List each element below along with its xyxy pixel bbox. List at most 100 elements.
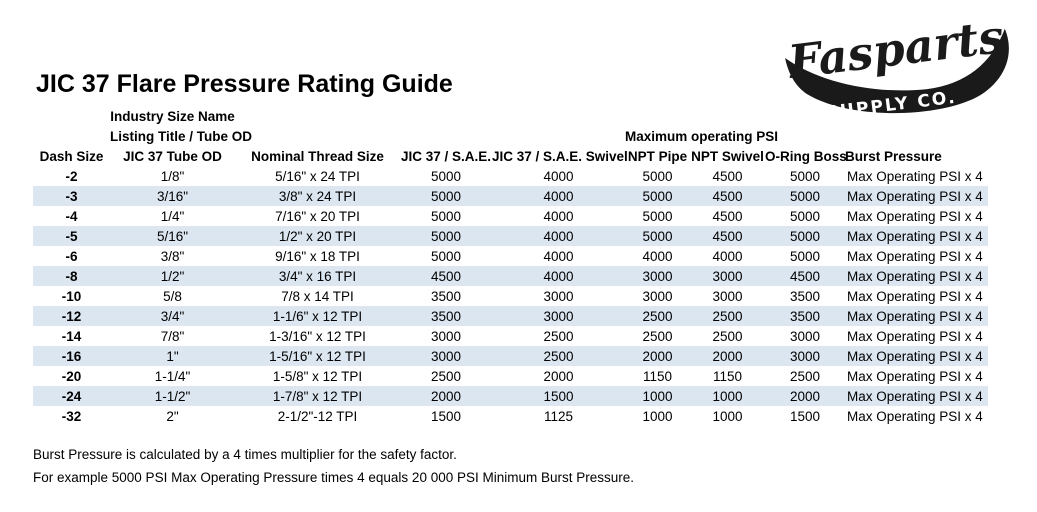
table-row: -4 1/4" 7/16" x 20 TPI 5000 4000 5000 4500 5000… [33,206,988,226]
cell-npt-swivel: 2500 [712,308,743,324]
cell-jic-sae-swivel: 4000 [543,228,574,244]
footnote: Burst Pressure is calculated by a 4 time… [33,443,634,489]
header-spacer [33,126,110,146]
cell-dash-size: -16 [61,348,82,364]
cell-burst-pressure: Max Operating PSI x 4 [847,348,983,364]
cell-oring-boss: 2500 [789,368,821,384]
cell-npt-pipe: 2000 [642,348,673,364]
header-spacer [765,126,988,146]
cell-oring-boss: 3000 [789,328,821,344]
cell-burst-pressure: Max Operating PSI x 4 [847,308,983,324]
column-header-oring-boss: O-Ring Boss [765,148,847,164]
column-header-thread-size: Nominal Thread Size [251,148,384,164]
cell-jic-sae: 3500 [430,308,462,324]
cell-thread-size: 2-1/2"-12 TPI [277,408,358,424]
header-row-groups: Listing Title / Tube OD Maximum operatin… [33,126,988,146]
logo-swoosh-shape [785,28,1009,114]
header-listing-title: Listing Title / Tube OD [110,128,253,144]
cell-jic-sae-swivel: 4000 [543,168,574,184]
header-spacer [235,106,988,126]
cell-thread-size: 1/2" x 20 TPI [278,228,357,244]
table-row: -10 5/8 7/8 x 14 TPI 3500 3000 3000 3000 3500 Ma… [33,286,988,306]
cell-npt-pipe: 2500 [642,328,673,344]
cell-jic-sae: 5000 [430,208,462,224]
cell-npt-pipe: 1150 [642,368,673,384]
cell-burst-pressure: Max Operating PSI x 4 [847,248,983,264]
cell-dash-size: -24 [61,388,82,404]
cell-dash-size: -6 [65,248,78,264]
cell-jic-sae-swivel: 2000 [543,368,574,384]
cell-burst-pressure: Max Operating PSI x 4 [847,168,983,184]
cell-npt-swivel: 1000 [712,408,743,424]
cell-burst-pressure: Max Operating PSI x 4 [847,388,983,404]
pressure-rating-table: Industry Size Name Listing Title / Tube … [33,106,988,426]
cell-dash-size: -12 [61,308,82,324]
column-header-npt-pipe: NPT Pipe [627,148,688,164]
cell-oring-boss: 4500 [789,268,821,284]
cell-npt-pipe: 5000 [642,208,673,224]
cell-burst-pressure: Max Operating PSI x 4 [847,268,983,284]
cell-jic-sae: 2000 [430,388,462,404]
cell-tube-od: 3/8" [160,248,185,264]
cell-dash-size: -3 [65,188,78,204]
cell-jic-sae-swivel: 2500 [543,328,574,344]
cell-oring-boss: 5000 [789,208,821,224]
cell-jic-sae-swivel: 1500 [543,388,574,404]
cell-npt-pipe: 5000 [642,168,673,184]
cell-dash-size: -20 [61,368,82,384]
cell-npt-swivel: 4500 [712,188,743,204]
table-body: -2 1/8" 5/16" x 24 TPI 5000 4000 5000 4500 5000… [33,166,988,426]
cell-thread-size: 1-7/8" x 12 TPI [272,388,363,404]
cell-jic-sae: 4500 [430,268,462,284]
header-spacer [33,106,110,126]
cell-oring-boss: 5000 [789,228,821,244]
cell-oring-boss: 5000 [789,188,821,204]
cell-dash-size: -8 [65,268,78,284]
cell-npt-swivel: 2000 [712,348,743,364]
table-row: -5 5/16" 1/2" x 20 TPI 5000 4000 5000 4500 5000… [33,226,988,246]
cell-dash-size: -2 [65,168,78,184]
cell-burst-pressure: Max Operating PSI x 4 [847,328,983,344]
cell-jic-sae: 2500 [430,368,462,384]
cell-dash-size: -14 [61,328,82,344]
cell-tube-od: 1" [166,348,179,364]
cell-npt-swivel: 4000 [712,248,743,264]
cell-thread-size: 7/16" x 20 TPI [275,208,360,224]
header-row-columns: Dash Size JIC 37 Tube OD Nominal Thread … [33,146,988,166]
table-row: -2 1/8" 5/16" x 24 TPI 5000 4000 5000 4500 5000… [33,166,988,186]
table-row: -3 3/16" 3/8" x 24 TPI 5000 4000 5000 4500 5000… [33,186,988,206]
table-row: -12 3/4" 1-1/6" x 12 TPI 3500 3000 2500 2500 35… [33,306,988,326]
cell-jic-sae-swivel: 4000 [543,188,574,204]
column-header-npt-swivel: NPT Swivel [691,148,764,164]
cell-npt-pipe: 2500 [642,308,673,324]
cell-burst-pressure: Max Operating PSI x 4 [847,408,983,424]
header-industry-size-name: Industry Size Name [110,108,235,124]
cell-jic-sae: 5000 [430,248,462,264]
cell-tube-od: 1-1/2" [154,388,191,404]
cell-jic-sae-swivel: 3000 [543,308,574,324]
fasparts-logo: Fasparts SUPPLY CO. [784,9,1009,123]
cell-tube-od: 2" [166,408,179,424]
cell-thread-size: 1-3/16" x 12 TPI [269,328,366,344]
table-row: -20 1-1/4" 1-5/8" x 12 TPI 2500 2000 1150 1150… [33,366,988,386]
cell-oring-boss: 3000 [789,348,821,364]
cell-npt-swivel: 4500 [712,228,743,244]
cell-jic-sae-swivel: 1125 [543,408,574,424]
table-row: -6 3/8" 9/16" x 18 TPI 5000 4000 4000 4000 5000… [33,246,988,266]
cell-tube-od: 1-1/4" [154,368,191,384]
cell-dash-size: -4 [65,208,78,224]
column-header-burst-pressure: Burst Pressure [845,148,942,164]
cell-jic-sae-swivel: 4000 [543,208,574,224]
cell-burst-pressure: Max Operating PSI x 4 [847,368,983,384]
cell-jic-sae: 5000 [430,188,462,204]
cell-npt-swivel: 2500 [712,328,743,344]
cell-npt-pipe: 5000 [642,188,673,204]
table-header: Industry Size Name Listing Title / Tube … [33,106,988,166]
column-header-dash-size: Dash Size [39,148,104,164]
cell-npt-pipe: 3000 [642,288,673,304]
cell-burst-pressure: Max Operating PSI x 4 [847,288,983,304]
cell-jic-sae-swivel: 4000 [543,248,574,264]
cell-jic-sae: 3500 [430,288,462,304]
cell-npt-swivel: 1150 [712,368,743,384]
cell-thread-size: 1-1/6" x 12 TPI [272,308,363,324]
